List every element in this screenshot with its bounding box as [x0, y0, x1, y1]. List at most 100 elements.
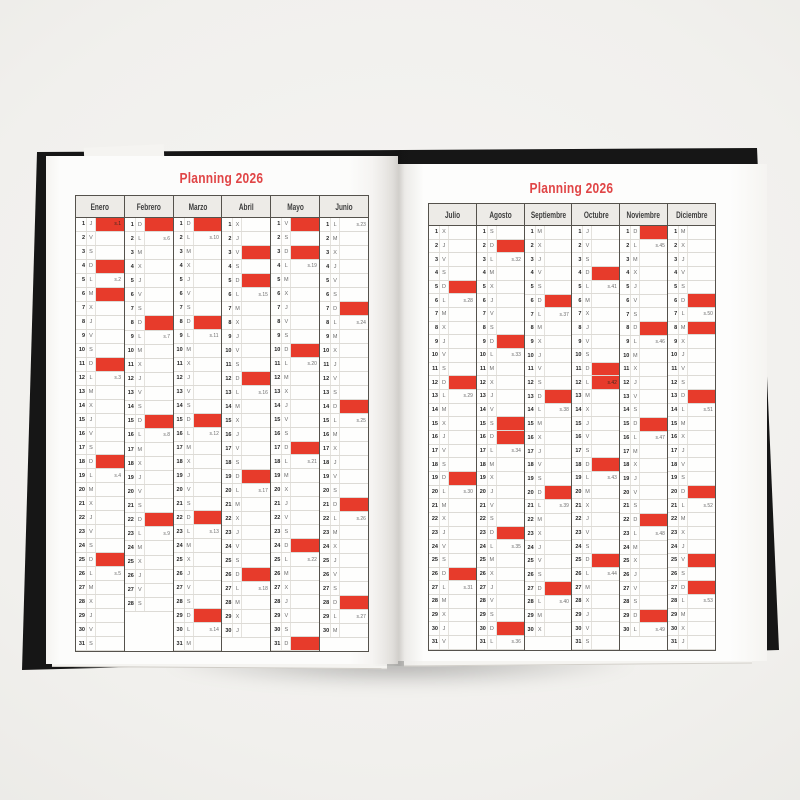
- day-letter: J: [631, 280, 641, 294]
- day-number: 6: [222, 288, 234, 301]
- day-row: 15 X: [429, 417, 476, 432]
- day-row: 27 S: [320, 582, 368, 596]
- day-row: 19 D: [429, 472, 476, 486]
- day-note: [242, 358, 270, 371]
- day-number: 12: [76, 371, 87, 385]
- day-number: 25: [320, 554, 332, 567]
- day-note: [242, 554, 270, 567]
- day-note: [497, 226, 524, 239]
- day-row: 21 S: [124, 499, 173, 514]
- week-number-label: s.3: [114, 375, 122, 382]
- day-row: 16 D: [476, 431, 524, 445]
- day-row: 18 X: [124, 457, 173, 472]
- day-number: 21: [525, 500, 536, 513]
- day-letter: J: [631, 376, 641, 390]
- day-row: 21 J: [271, 497, 320, 512]
- day-letter: V: [87, 427, 96, 441]
- day-number: 19: [222, 470, 234, 483]
- week-number-label: s.30: [463, 489, 474, 496]
- day-number: 8: [320, 316, 332, 329]
- day-note: [340, 582, 368, 595]
- day-letter: D: [488, 335, 497, 349]
- day-number: 28: [525, 595, 536, 609]
- day-row: 19 J: [620, 472, 668, 487]
- day-letter: L: [331, 316, 341, 329]
- day-row: 26 V: [320, 568, 368, 582]
- day-note: [145, 302, 173, 315]
- day-number: 9: [125, 330, 136, 344]
- day-number: 19: [525, 472, 536, 486]
- day-number: 16: [222, 428, 234, 441]
- day-number: 7: [429, 308, 440, 321]
- day-row: 15 S: [476, 417, 524, 432]
- day-letter: V: [331, 568, 341, 581]
- day-number: 4: [572, 267, 584, 280]
- day-note: [340, 260, 368, 273]
- week-number-label: s.39: [559, 503, 569, 510]
- day-letter: M: [282, 469, 292, 483]
- day-number: 23: [429, 526, 440, 540]
- day-note: [592, 417, 619, 430]
- day-note: s.18: [242, 582, 270, 595]
- day-note: [449, 554, 476, 567]
- day-note: [497, 390, 524, 403]
- day-note: [340, 484, 368, 497]
- day-number: 22: [620, 513, 632, 527]
- day-note: [449, 308, 476, 321]
- day-letter: J: [583, 417, 593, 431]
- day-note: [640, 596, 667, 609]
- day-letter: L: [631, 335, 641, 349]
- day-letter: M: [631, 541, 641, 554]
- day-note: [145, 485, 173, 498]
- day-letter: L: [331, 218, 341, 231]
- day-number: 13: [477, 390, 488, 403]
- day-number: 21: [620, 500, 632, 513]
- day-number: 4: [76, 259, 87, 273]
- day-letter: D: [583, 554, 593, 567]
- day-row: 22 M: [524, 513, 572, 528]
- day-letter: V: [185, 385, 194, 399]
- day-note: [688, 267, 715, 280]
- day-number: 26: [429, 567, 440, 581]
- day-note: [291, 623, 319, 636]
- day-note: [145, 288, 173, 301]
- holiday-highlight: [96, 357, 124, 371]
- day-letter: J: [440, 335, 449, 349]
- day-note: s.45: [640, 240, 667, 253]
- day-row: 20 D: [524, 486, 572, 501]
- day-number: 29: [429, 608, 440, 622]
- day-number: 22: [668, 513, 680, 526]
- day-number: 26: [572, 567, 584, 581]
- day-number: 11: [320, 358, 332, 371]
- day-row: 25 J: [320, 554, 368, 568]
- day-row: 19 M: [271, 469, 320, 484]
- day-letter: S: [536, 376, 545, 390]
- day-number: 7: [668, 308, 680, 321]
- week-number-label: s.5: [114, 570, 122, 577]
- day-row: 12 D: [429, 376, 476, 391]
- day-note: s.6: [145, 232, 173, 245]
- day-letter: D: [536, 294, 545, 308]
- day-letter: S: [440, 458, 449, 472]
- day-letter: V: [631, 582, 641, 595]
- day-letter: J: [331, 358, 341, 371]
- day-note: [242, 414, 270, 427]
- day-letter: M: [185, 637, 194, 651]
